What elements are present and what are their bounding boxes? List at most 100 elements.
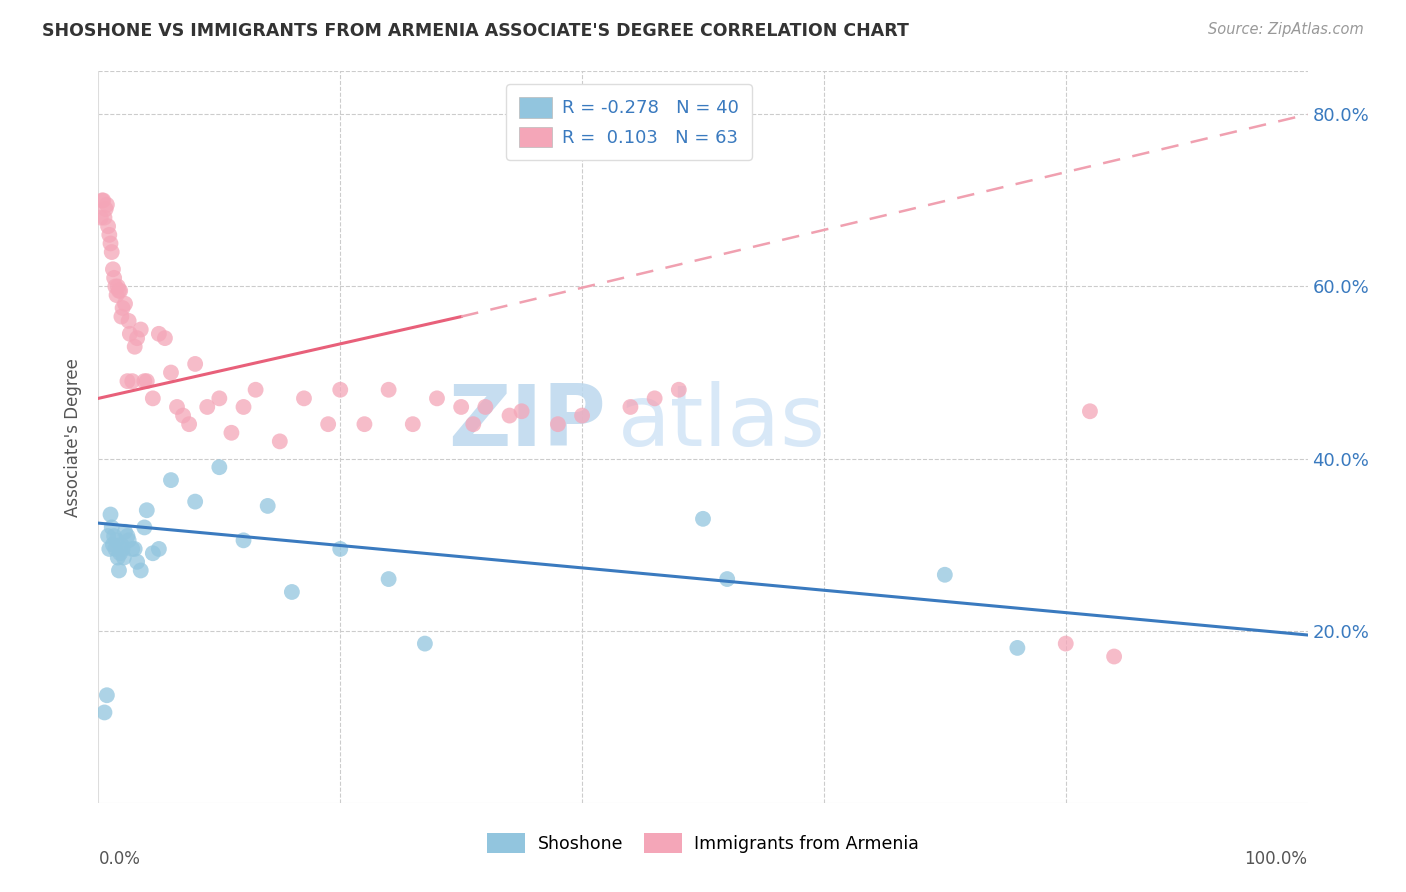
Point: [644, 392, 666, 406]
Point: [110, 310, 132, 324]
Point: [547, 417, 569, 432]
Point: [105, 288, 128, 302]
Point: [1007, 640, 1029, 655]
Point: [118, 326, 141, 341]
Point: [100, 245, 122, 260]
Point: [114, 524, 136, 539]
Point: [121, 541, 143, 556]
Point: [172, 409, 194, 423]
Point: [108, 284, 131, 298]
Point: [135, 503, 157, 517]
Point: [135, 374, 157, 388]
Point: [118, 314, 141, 328]
Point: [1078, 404, 1101, 418]
Point: [100, 236, 122, 251]
Point: [232, 400, 254, 414]
Point: [98, 541, 121, 556]
Point: [108, 284, 131, 298]
Point: [256, 499, 278, 513]
Point: [450, 400, 472, 414]
Point: [1054, 637, 1077, 651]
Point: [110, 538, 132, 552]
Point: [127, 331, 149, 345]
Point: [329, 541, 352, 556]
Point: [96, 198, 118, 212]
Point: [103, 529, 125, 543]
Point: [474, 400, 496, 414]
Legend: Shoshone, Immigrants from Armenia: Shoshone, Immigrants from Armenia: [479, 826, 927, 860]
Y-axis label: Associate's Degree: Associate's Degree: [65, 358, 83, 516]
Point: [114, 296, 136, 310]
Point: [97, 529, 120, 543]
Point: [292, 392, 315, 406]
Point: [127, 555, 149, 569]
Point: [498, 409, 520, 423]
Point: [148, 541, 170, 556]
Text: 0.0%: 0.0%: [98, 850, 141, 868]
Point: [184, 494, 207, 508]
Point: [208, 460, 231, 475]
Text: SHOSHONE VS IMMIGRANTS FROM ARMENIA ASSOCIATE'S DEGREE CORRELATION CHART: SHOSHONE VS IMMIGRANTS FROM ARMENIA ASSO…: [42, 22, 910, 40]
Point: [571, 409, 593, 423]
Point: [100, 520, 122, 534]
Point: [716, 572, 738, 586]
Point: [121, 374, 143, 388]
Point: [426, 392, 449, 406]
Point: [413, 637, 436, 651]
Point: [134, 520, 156, 534]
Point: [103, 271, 125, 285]
Point: [1102, 649, 1125, 664]
Point: [124, 340, 146, 354]
Point: [108, 546, 131, 560]
Point: [160, 473, 183, 487]
Point: [142, 392, 165, 406]
Point: [105, 533, 128, 548]
Point: [692, 512, 714, 526]
Point: [107, 550, 129, 565]
Text: atlas: atlas: [619, 381, 827, 464]
Point: [91, 194, 114, 208]
Point: [377, 383, 399, 397]
Point: [90, 211, 112, 225]
Point: [118, 533, 141, 548]
Point: [402, 417, 425, 432]
Point: [104, 541, 127, 556]
Point: [117, 374, 139, 388]
Point: [142, 546, 165, 560]
Point: [510, 404, 533, 418]
Point: [91, 194, 114, 208]
Point: [134, 374, 156, 388]
Point: [100, 508, 122, 522]
Text: ZIP: ZIP: [449, 381, 606, 464]
Point: [148, 326, 170, 341]
Point: [153, 331, 176, 345]
Point: [166, 400, 188, 414]
Point: [101, 262, 124, 277]
Point: [107, 279, 129, 293]
Point: [129, 564, 152, 578]
Point: [96, 688, 118, 702]
Point: [377, 572, 399, 586]
Point: [316, 417, 339, 432]
Point: [195, 400, 218, 414]
Point: [98, 227, 121, 242]
Point: [111, 541, 134, 556]
Point: [97, 219, 120, 234]
Point: [112, 550, 135, 565]
Point: [129, 322, 152, 336]
Point: [108, 564, 131, 578]
Point: [104, 279, 127, 293]
Point: [179, 417, 201, 432]
Point: [668, 383, 690, 397]
Point: [160, 366, 183, 380]
Point: [269, 434, 291, 449]
Point: [124, 541, 146, 556]
Point: [184, 357, 207, 371]
Point: [245, 383, 267, 397]
Point: [93, 211, 115, 225]
Point: [93, 706, 115, 720]
Point: [353, 417, 375, 432]
Point: [232, 533, 254, 548]
Point: [221, 425, 243, 440]
Point: [94, 202, 117, 216]
